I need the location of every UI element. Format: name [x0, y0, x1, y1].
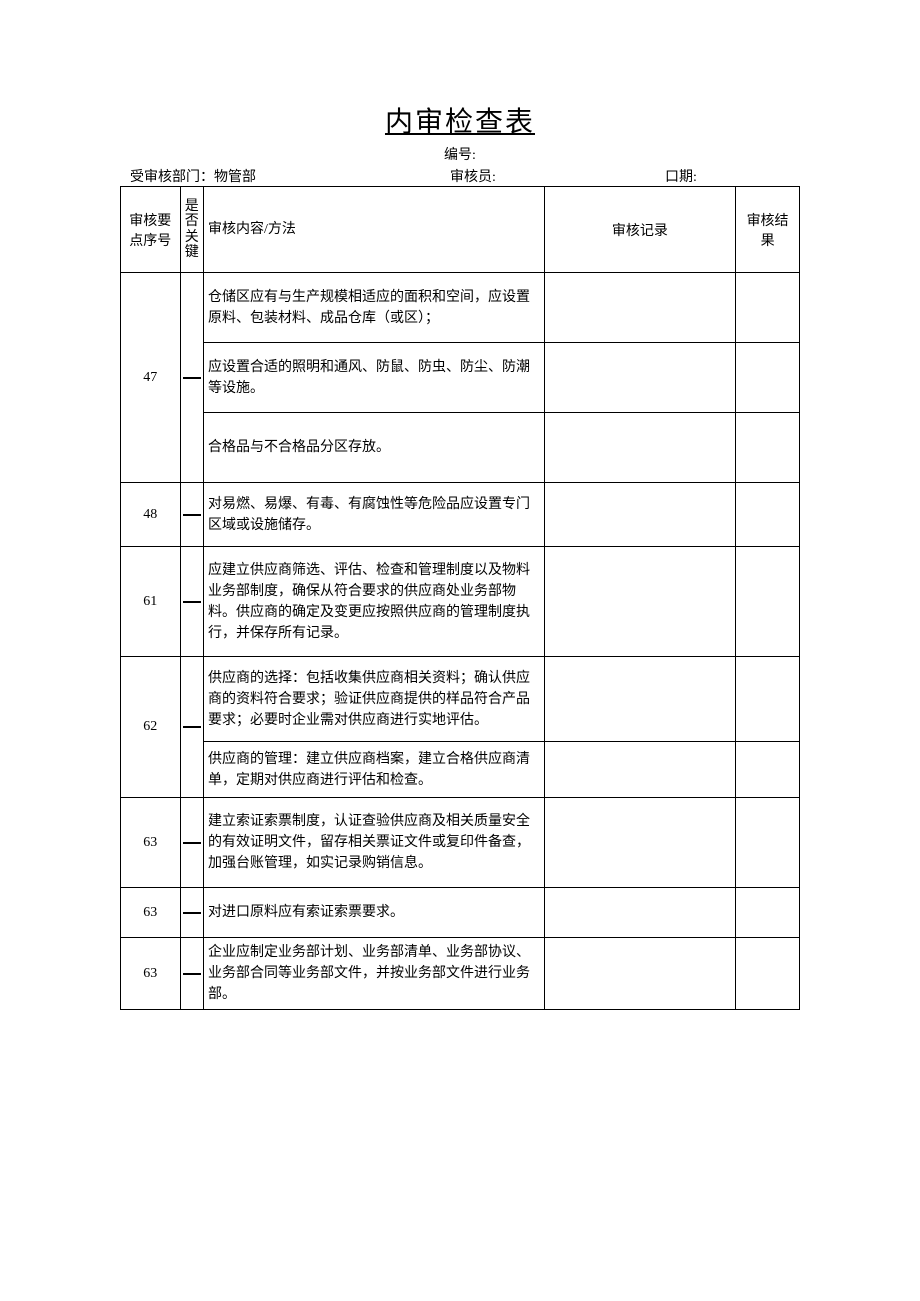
header-seq: 审核要点序号	[121, 187, 181, 273]
document-number-label: 编号:	[120, 144, 800, 164]
table-row: 63 企业应制定业务部计划、业务部清单、业务部协议、业务部合同等业务部文件，并按业…	[121, 938, 800, 1010]
cell-key	[180, 273, 203, 483]
table-row: 63 对进口原料应有索证索票要求。	[121, 888, 800, 938]
table-row: 61应建立供应商筛选、评估、检查和管理制度以及物料业务部制度，确保从符合要求的供…	[121, 547, 800, 657]
cell-record	[544, 798, 736, 888]
cell-seq: 63	[121, 888, 181, 938]
cell-seq: 63	[121, 798, 181, 888]
table-row: 63 建立索证索票制度，认证查验供应商及相关质量安全的有效证明文件，留存相关票证文…	[121, 798, 800, 888]
cell-content: 对易燃、易爆、有毒、有腐蚀性等危险品应设置专门区域或设施储存。	[204, 483, 545, 547]
cell-content: 对进口原料应有索证索票要求。	[204, 888, 545, 938]
document-title: 内审检查表	[120, 100, 800, 140]
cell-content: 应建立供应商筛选、评估、检查和管理制度以及物料业务部制度，确保从符合要求的供应商…	[204, 547, 545, 657]
table-row: 48 对易燃、易爆、有毒、有腐蚀性等危险品应设置专门区域或设施储存。	[121, 483, 800, 547]
cell-result	[736, 938, 800, 1010]
cell-key	[180, 657, 203, 798]
cell-result	[736, 547, 800, 657]
cell-content: 企业应制定业务部计划、业务部清单、业务部协议、业务部合同等业务部文件，并按业务部…	[204, 938, 545, 1010]
cell-record	[544, 343, 736, 413]
cell-record	[544, 273, 736, 343]
table-row: 合格品与不合格品分区存放。	[121, 413, 800, 483]
cell-record	[544, 483, 736, 547]
key-mark-icon	[183, 514, 201, 516]
cell-result	[736, 657, 800, 742]
department-label: 受审核部门：	[130, 170, 214, 185]
cell-key	[180, 938, 203, 1010]
header-key: 是否关键	[180, 187, 203, 273]
table-header-row: 审核要点序号 是否关键 审核内容/方法 审核记录 审核结果	[121, 187, 800, 273]
cell-result	[736, 343, 800, 413]
key-mark-icon	[183, 973, 201, 975]
cell-seq: 62	[121, 657, 181, 798]
header-content: 审核内容/方法	[204, 187, 545, 273]
cell-result	[736, 273, 800, 343]
cell-seq: 47	[121, 273, 181, 483]
key-mark-icon	[183, 726, 201, 728]
cell-record	[544, 657, 736, 742]
table-row: 供应商的管理：建立供应商档案，建立合格供应商清单，定期对供应商进行评估和检查。	[121, 742, 800, 798]
key-mark-icon	[183, 842, 201, 844]
cell-result	[736, 483, 800, 547]
cell-seq: 63	[121, 938, 181, 1010]
cell-seq: 48	[121, 483, 181, 547]
cell-key	[180, 483, 203, 547]
auditor-label: 审核员:	[450, 170, 496, 185]
cell-content: 供应商的管理：建立供应商档案，建立合格供应商清单，定期对供应商进行评估和检查。	[204, 742, 545, 798]
cell-content: 供应商的选择：包括收集供应商相关资料；确认供应商的资料符合要求；验证供应商提供的…	[204, 657, 545, 742]
date-label: 口期:	[665, 170, 697, 185]
cell-record	[544, 742, 736, 798]
key-mark-icon	[183, 912, 201, 914]
audit-table: 审核要点序号 是否关键 审核内容/方法 审核记录 审核结果 47仓储区应有与生产…	[120, 186, 800, 1010]
cell-result	[736, 798, 800, 888]
table-row: 47仓储区应有与生产规模相适应的面积和空间，应设置原料、包装材料、成品仓库（或区…	[121, 273, 800, 343]
cell-record	[544, 888, 736, 938]
cell-seq: 61	[121, 547, 181, 657]
table-row: 应设置合适的照明和通风、防鼠、防虫、防尘、防潮等设施。	[121, 343, 800, 413]
cell-content: 应设置合适的照明和通风、防鼠、防虫、防尘、防潮等设施。	[204, 343, 545, 413]
cell-content: 仓储区应有与生产规模相适应的面积和空间，应设置原料、包装材料、成品仓库（或区）；	[204, 273, 545, 343]
cell-key	[180, 798, 203, 888]
cell-content: 合格品与不合格品分区存放。	[204, 413, 545, 483]
cell-record	[544, 547, 736, 657]
cell-key	[180, 547, 203, 657]
cell-record	[544, 413, 736, 483]
table-row: 62供应商的选择：包括收集供应商相关资料；确认供应商的资料符合要求；验证供应商提…	[121, 657, 800, 742]
cell-key	[180, 888, 203, 938]
header-result: 审核结果	[736, 187, 800, 273]
department-value: 物管部	[214, 170, 256, 185]
meta-row: 受审核部门：物管部 审核员: 口期:	[120, 166, 800, 186]
cell-result	[736, 888, 800, 938]
cell-result	[736, 742, 800, 798]
cell-record	[544, 938, 736, 1010]
cell-result	[736, 413, 800, 483]
header-record: 审核记录	[544, 187, 736, 273]
key-mark-icon	[183, 601, 201, 603]
key-mark-icon	[183, 377, 201, 379]
cell-content: 建立索证索票制度，认证查验供应商及相关质量安全的有效证明文件，留存相关票证文件或…	[204, 798, 545, 888]
